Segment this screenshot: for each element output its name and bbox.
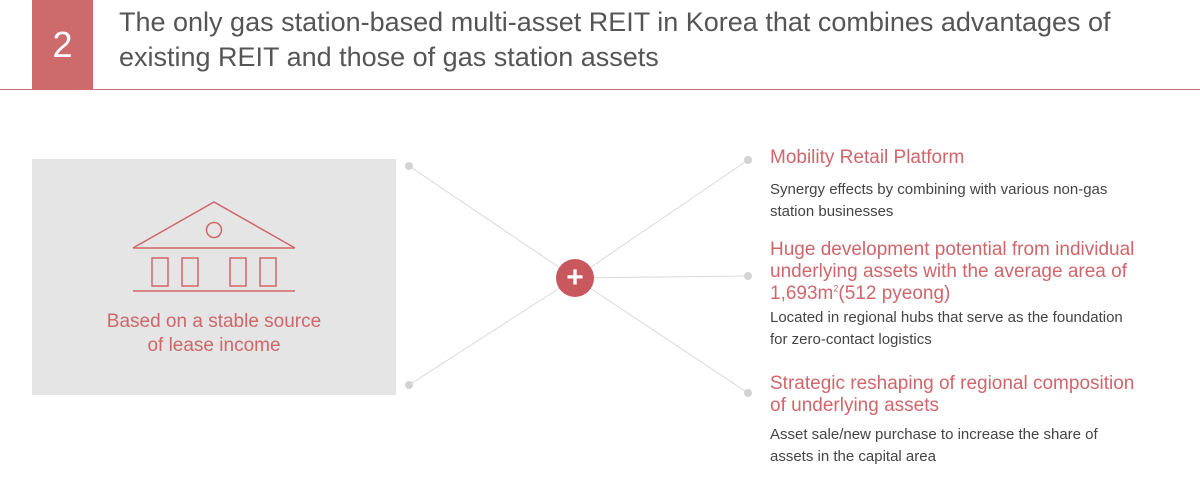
connector-line-top-left <box>408 165 576 279</box>
item-desc-mobility: Synergy effects by combining with variou… <box>770 179 1180 223</box>
item-title-development: Huge development potential from individu… <box>770 239 1195 305</box>
area-pyeong: (512 pyeong) <box>838 283 951 304</box>
page-title: The only gas station-based multi-asset R… <box>119 5 1179 75</box>
item-desc-development-line-2: for zero-contact logistics <box>770 331 932 348</box>
connector-line-bottom-left <box>408 277 576 386</box>
page-title-line-2: existing REIT and those of gas station a… <box>119 42 659 72</box>
connector-dot-top-left <box>405 162 413 170</box>
lease-income-label-line-2: of lease income <box>147 335 281 356</box>
lease-income-label-line-1: Based on a stable source <box>106 311 322 332</box>
item-title-reshaping: Strategic reshaping of regional composit… <box>770 373 1195 417</box>
section-number-badge: 2 <box>32 0 93 89</box>
plus-icon: + <box>556 259 594 297</box>
item-title-development-line-2: underlying assets with the average area … <box>770 261 1127 282</box>
item-title-mobility: Mobility Retail Platform <box>770 147 1195 169</box>
item-title-reshaping-line-1: Strategic reshaping of regional composit… <box>770 373 1135 394</box>
connector-dot-top-right <box>744 156 752 164</box>
connector-dot-bottom-left <box>405 381 413 389</box>
area-value: 1,693m <box>770 283 834 304</box>
item-desc-reshaping-line-1: Asset sale/new purchase to increase the … <box>770 426 1098 443</box>
header-divider <box>0 89 1200 90</box>
connector-line-bottom-right <box>574 277 749 394</box>
item-desc-reshaping: Asset sale/new purchase to increase the … <box>770 424 1180 468</box>
lease-income-label: Based on a stable source of lease income <box>32 310 396 358</box>
lease-income-panel <box>32 159 396 395</box>
house-icon <box>132 201 296 292</box>
item-desc-mobility-line-1: Synergy effects by combining with variou… <box>770 181 1108 198</box>
item-desc-mobility-line-2: station businesses <box>770 203 894 220</box>
area-unit-superscript: 2 <box>833 283 839 294</box>
item-title-development-line-1: Huge development potential from individu… <box>770 239 1135 260</box>
item-desc-development-line-1: Located in regional hubs that serve as t… <box>770 309 1123 326</box>
connector-dot-middle-right <box>744 272 752 280</box>
page-title-line-1: The only gas station-based multi-asset R… <box>119 7 1111 37</box>
item-title-mobility-line-1: Mobility Retail Platform <box>770 147 965 168</box>
item-desc-development: Located in regional hubs that serve as t… <box>770 307 1180 351</box>
connector-line-middle-right <box>574 275 749 279</box>
connector-dot-bottom-right <box>744 389 752 397</box>
item-title-reshaping-line-2: of underlying assets <box>770 395 939 416</box>
connector-line-top-right <box>574 159 749 279</box>
item-title-development-line-3: 1,693m2(512 pyeong) <box>770 283 1195 305</box>
item-desc-reshaping-line-2: assets in the capital area <box>770 448 936 465</box>
